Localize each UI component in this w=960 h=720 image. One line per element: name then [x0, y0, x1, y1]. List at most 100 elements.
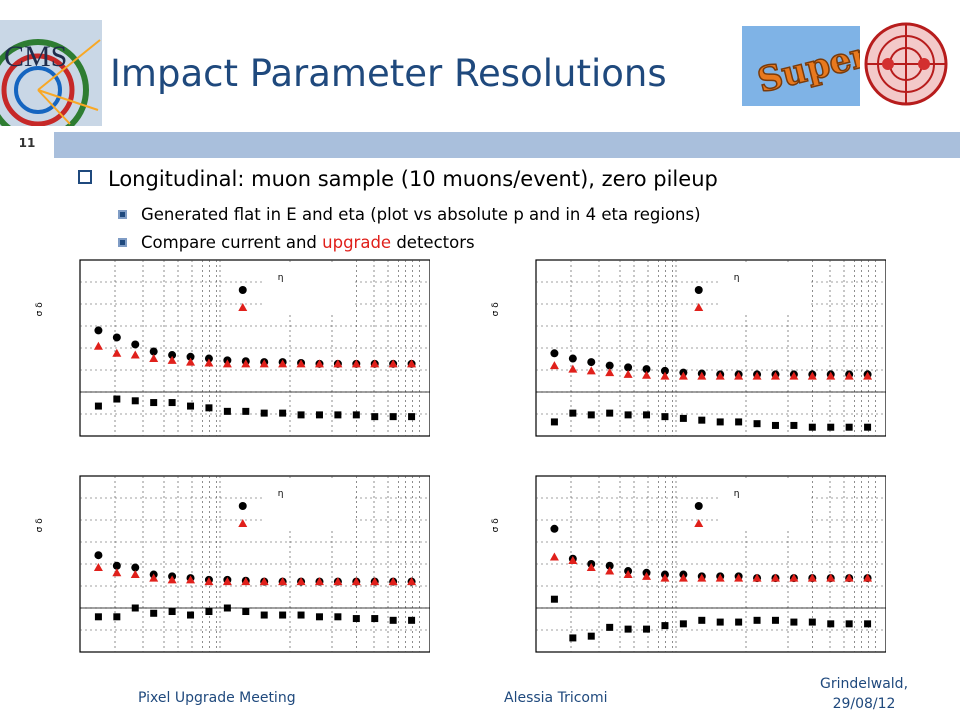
data-point-square — [735, 418, 743, 426]
data-point-square — [698, 616, 706, 624]
data-point-square — [315, 411, 323, 419]
data-point-square — [205, 608, 213, 616]
data-point-triangle — [734, 371, 744, 380]
data-point-square — [279, 409, 287, 417]
data-point-square — [242, 407, 250, 415]
data-point-square — [735, 618, 743, 626]
data-point-triangle — [844, 573, 854, 582]
data-point-square — [334, 613, 342, 621]
data-point-triangle — [789, 371, 799, 380]
data-point-square — [408, 413, 416, 421]
data-point-triangle — [605, 368, 615, 377]
data-point-square — [131, 397, 139, 405]
data-point-square — [113, 613, 121, 621]
legend-marker-circle — [694, 286, 703, 294]
data-point-square — [550, 595, 558, 603]
legend-box — [262, 478, 353, 531]
data-point-triangle — [586, 366, 596, 375]
data-point-square — [389, 616, 397, 624]
data-point-square — [587, 411, 595, 419]
data-point-triangle — [241, 359, 251, 368]
data-point-circle — [149, 347, 158, 356]
data-point-square — [827, 620, 835, 628]
data-point-square — [808, 423, 816, 431]
data-point-circle — [168, 351, 177, 360]
bullet-sub-2-highlight: upgrade — [322, 233, 392, 252]
data-point-square — [297, 411, 305, 419]
data-point-square — [716, 418, 724, 426]
data-point-square — [753, 420, 761, 428]
data-point-triangle — [278, 359, 288, 368]
data-point-square — [790, 618, 798, 626]
bullet-main-text: Longitudinal: muon sample (10 muons/even… — [108, 167, 718, 191]
data-point-square — [94, 613, 102, 621]
data-point-triangle — [697, 573, 707, 582]
square-bullet-icon — [118, 238, 127, 247]
data-point-square — [187, 402, 195, 410]
resolution-plot-2: η σ δ — [491, 259, 886, 437]
data-point-triangle — [314, 359, 324, 368]
data-point-square — [808, 618, 816, 626]
y-axis-label: σ δ — [35, 518, 45, 533]
data-point-square — [606, 623, 614, 631]
plot-panel-1: η σ δ — [30, 252, 430, 442]
lhc-ring-logo — [862, 18, 950, 110]
legend-label: η — [734, 273, 740, 283]
data-point-triangle — [259, 577, 269, 586]
data-point-circle — [605, 561, 614, 570]
data-point-square — [150, 609, 158, 617]
bullet-sub-2: Compare current and upgrade detectors — [118, 233, 475, 255]
data-point-square — [753, 616, 761, 624]
data-point-square — [408, 616, 416, 624]
y-axis-label: σ δ — [35, 302, 45, 317]
data-point-square — [716, 618, 724, 626]
legend-marker-triangle — [694, 303, 704, 311]
data-point-triangle — [549, 361, 559, 370]
data-point-circle — [131, 340, 140, 349]
legend-marker-circle — [694, 502, 703, 510]
data-point-square — [550, 418, 558, 426]
data-point-circle — [587, 358, 596, 367]
data-point-square — [113, 395, 121, 403]
data-point-square — [827, 423, 835, 431]
data-point-triangle — [167, 575, 177, 584]
resolution-plot-3: η σ δ — [35, 475, 430, 653]
data-point-triangle — [623, 570, 633, 579]
data-point-triangle — [844, 371, 854, 380]
legend-label: η — [734, 489, 740, 499]
data-point-square — [569, 634, 577, 642]
data-point-triangle — [259, 359, 269, 368]
accelerator-ring-icon — [864, 22, 948, 106]
slide-number: 11 — [18, 136, 36, 150]
data-point-circle — [94, 326, 103, 335]
data-point-triangle — [826, 573, 836, 582]
data-point-triangle — [789, 573, 799, 582]
data-point-triangle — [407, 359, 417, 368]
data-point-square — [845, 620, 853, 628]
data-point-circle — [550, 349, 559, 358]
data-point-triangle — [167, 355, 177, 364]
data-point-triangle — [715, 371, 725, 380]
legend-box — [718, 478, 809, 531]
data-point-square — [223, 604, 231, 612]
data-point-triangle — [333, 359, 343, 368]
bullet-sub-1: Generated flat in E and eta (plot vs abs… — [118, 205, 701, 224]
data-point-triangle — [93, 563, 103, 572]
data-point-square — [131, 604, 139, 612]
header-band — [0, 132, 960, 158]
legend-marker-circle — [238, 502, 247, 510]
data-point-triangle — [678, 573, 688, 582]
data-point-square — [205, 404, 213, 412]
data-point-triangle — [241, 577, 251, 586]
legend-box — [718, 262, 809, 315]
y-axis-label: σ δ — [491, 518, 501, 533]
data-point-triangle — [278, 577, 288, 586]
svg-text:CMS: CMS — [4, 40, 67, 73]
data-point-triangle — [407, 577, 417, 586]
data-point-square — [352, 615, 360, 623]
data-point-square — [790, 421, 798, 429]
data-point-square — [187, 611, 195, 619]
data-point-square — [371, 615, 379, 623]
data-point-triangle — [351, 359, 361, 368]
data-point-triangle — [715, 573, 725, 582]
